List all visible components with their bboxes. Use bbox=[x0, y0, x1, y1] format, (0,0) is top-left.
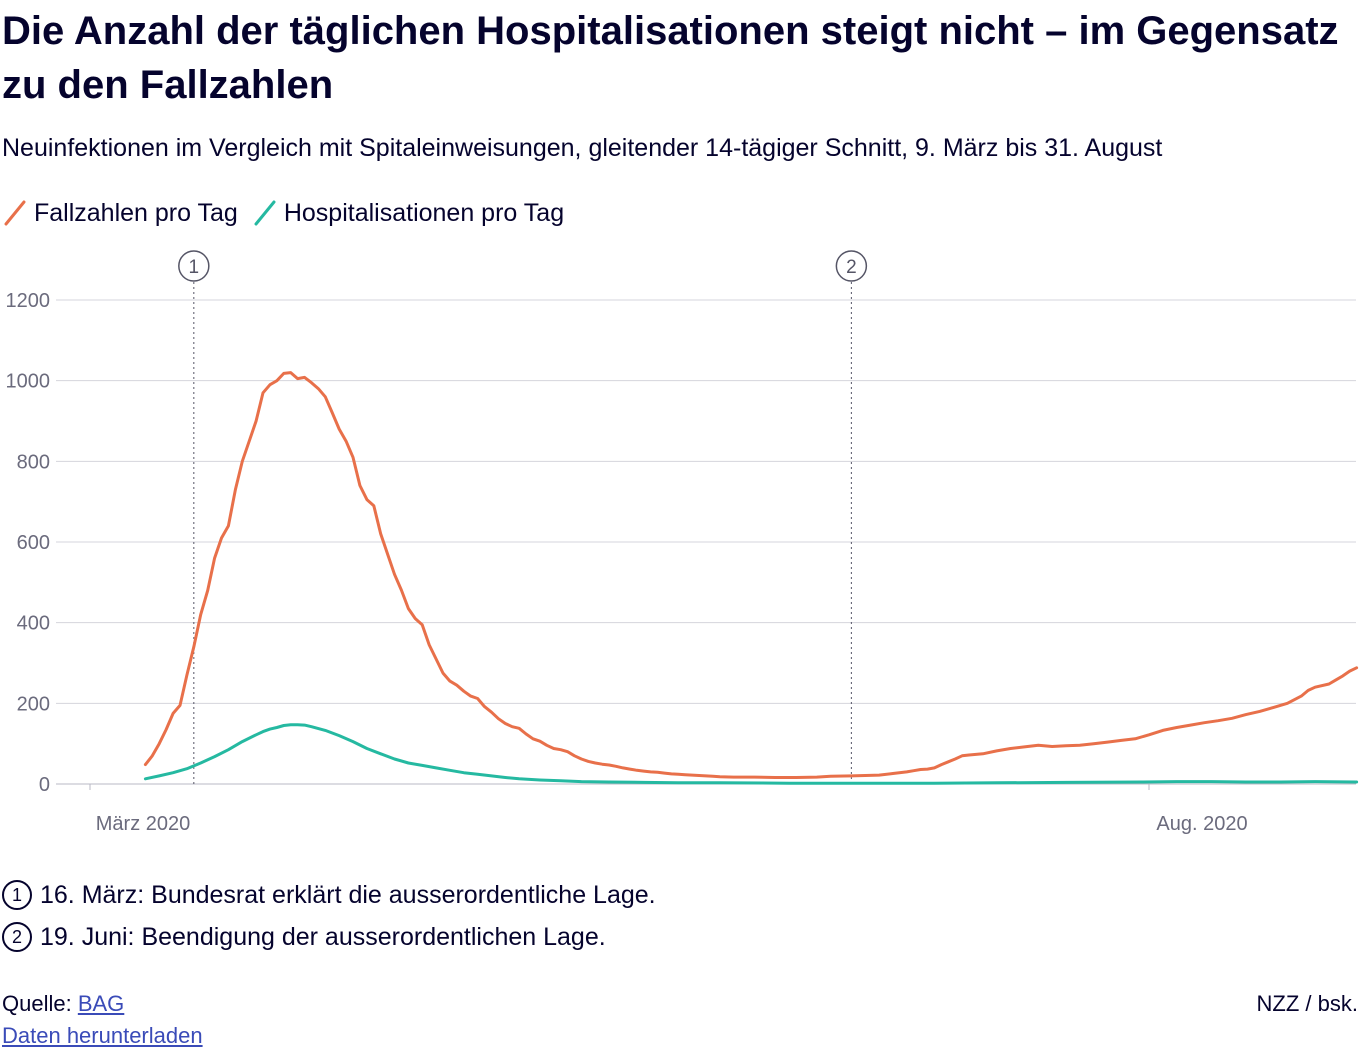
y-tick-label-1200: 1200 bbox=[6, 290, 51, 312]
y-tick-label-800: 800 bbox=[17, 451, 50, 473]
x-tick-label-1: März 2020 bbox=[96, 813, 191, 835]
y-tick-label-400: 400 bbox=[17, 613, 50, 635]
annotation-note-2: 2 19. Juni: Beendigung der ausserordentl… bbox=[2, 916, 656, 958]
y-tick-label-1000: 1000 bbox=[6, 371, 51, 393]
legend-item-hospitalisations: Hospitalisationen pro Tag bbox=[252, 198, 564, 228]
legend: Fallzahlen pro Tag Hospitalisationen pro… bbox=[2, 196, 578, 230]
source-prefix: Quelle: bbox=[2, 991, 78, 1016]
legend-swatch-cases-icon bbox=[4, 200, 26, 226]
annotation-badge-2: 2 bbox=[2, 922, 32, 952]
source-link[interactable]: BAG bbox=[77, 991, 125, 1016]
footer: Quelle: BAG Daten herunterladen NZZ / bs… bbox=[2, 988, 1358, 1052]
y-tick-label-200: 200 bbox=[17, 693, 50, 715]
download-line: Daten herunterladen bbox=[2, 1020, 1358, 1052]
annotation-notes: 1 16. März: Bundesrat erklärt die ausser… bbox=[2, 874, 656, 958]
chart-subtitle: Neuinfektionen im Vergleich mit Spitalei… bbox=[2, 134, 1163, 162]
annotation-marker-1 bbox=[178, 250, 210, 282]
annotation-marker-label-2: 2 bbox=[846, 257, 857, 278]
chart-title: Die Anzahl der täglichen Hospitalisation… bbox=[2, 9, 1339, 107]
credit: NZZ / bsk. bbox=[1256, 991, 1358, 1016]
legend-item-cases: Fallzahlen pro Tag bbox=[2, 198, 238, 228]
annotation-marker-label-1: 1 bbox=[189, 257, 200, 278]
annotation-text-1: 16. März: Bundesrat erklärt die ausseror… bbox=[40, 880, 656, 909]
y-tick-label-0: 0 bbox=[39, 774, 50, 796]
series-line-cases bbox=[143, 371, 1359, 779]
source-line: Quelle: BAG bbox=[2, 988, 1358, 1020]
annotation-note-1: 1 16. März: Bundesrat erklärt die ausser… bbox=[2, 874, 656, 916]
legend-swatch-hospitalisations-icon bbox=[254, 200, 276, 226]
series-line-hospitalisations bbox=[143, 723, 1359, 785]
download-data-link[interactable]: Daten herunterladen bbox=[2, 1023, 203, 1048]
annotation-text-2: 19. Juni: Beendigung der ausserordentlic… bbox=[40, 922, 606, 951]
annotation-marker-2 bbox=[835, 250, 868, 282]
y-tick-label-600: 600 bbox=[17, 532, 50, 554]
annotation-badge-1: 1 bbox=[2, 880, 32, 910]
legend-label-hospitalisations: Hospitalisationen pro Tag bbox=[283, 198, 565, 227]
line-chart: 0 200 400 600 800 1000 1200 März 2020 Aug. 2020 1… bbox=[6, 250, 1359, 835]
x-tick-label-2: Aug. 2020 bbox=[1156, 813, 1247, 835]
legend-label-cases: Fallzahlen pro Tag bbox=[34, 198, 238, 227]
